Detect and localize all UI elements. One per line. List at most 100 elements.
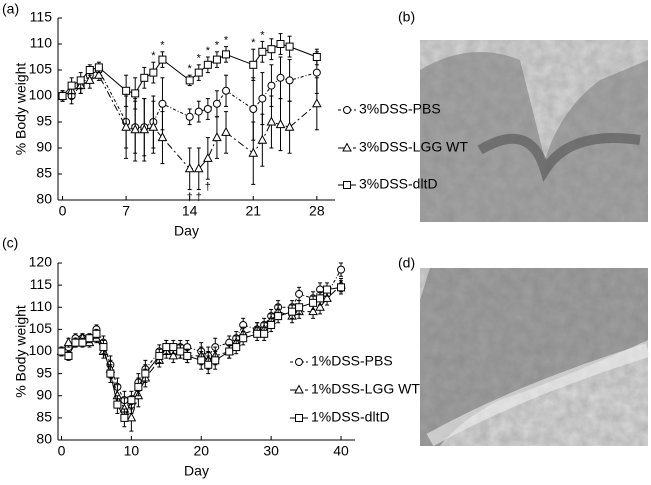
y-tick-label: 95 [36,113,52,129]
y-tick-label: 85 [36,165,52,181]
annotation: * [151,50,156,62]
point [212,132,222,142]
point [249,105,258,113]
point [176,347,185,356]
point [84,74,95,84]
point [315,301,325,311]
y-tick-label: 120 [29,254,53,270]
point [78,338,87,347]
point [106,369,115,378]
y-tick-label: 105 [29,320,53,336]
legend-symbol [294,384,304,394]
panel-label: (d) [398,255,415,271]
point [85,334,94,343]
annotation: * [224,35,229,47]
point [308,306,318,316]
point [121,121,131,131]
point [203,152,213,162]
point [162,343,171,352]
point [71,338,80,347]
point [131,89,140,98]
point [184,163,195,173]
x-tick-label: 28 [309,203,325,219]
y-tick-label: 110 [30,298,53,314]
point [194,107,203,116]
point [204,360,213,369]
point [203,105,212,113]
point [258,47,267,56]
legend-symbol [343,181,351,189]
point [276,73,285,82]
legend-label: 1%DSS-PBS [311,353,393,369]
point [232,343,241,352]
y-tick-label: 110 [30,35,53,51]
y-tick-label: 115 [30,9,53,25]
legend-label: 1%DSS-dltD [311,409,390,425]
x-axis-label: Day [184,463,209,479]
x-tick-label: 21 [245,203,261,219]
point [225,347,234,356]
y-tick-label: 90 [36,139,52,155]
point [193,163,204,173]
annotation: * [215,40,220,52]
point [157,132,168,142]
point [284,121,295,131]
point [197,356,206,365]
y-tick-label: 100 [29,342,53,358]
point [94,69,104,79]
y-axis-label: % Body weight [13,305,29,398]
legend-symbol [295,358,303,366]
point [312,68,321,77]
point [274,312,283,321]
y-axis-label: % Body weight [13,63,29,156]
y-tick-label: 80 [36,431,52,447]
plot: 80 85 90 95 100 105 110 115 120 0 10 20 30 40 Day % Bod… [13,254,421,479]
x-tick-label: 30 [263,443,279,459]
x-tick-label: 20 [193,443,209,459]
point [130,124,141,134]
point [120,413,129,422]
point [288,307,297,316]
point [312,53,321,61]
point [221,126,231,136]
x-tick-label: 40 [333,443,349,459]
point [337,265,346,274]
x-axis-label: Day [174,223,199,239]
y-tick-label: 100 [29,87,53,103]
point [222,50,231,59]
point [76,76,85,85]
point [267,81,276,90]
point [337,283,346,292]
point [58,92,67,100]
point [122,86,131,95]
x-tick-label: 7 [122,203,130,219]
point [158,99,167,108]
legend-label: 3%DSS-PBS [359,101,441,117]
point [140,73,149,82]
point [149,68,158,77]
point [64,351,73,360]
annotation: * [251,37,256,49]
point [260,329,269,338]
point [185,76,194,85]
legend-symbol [342,142,352,152]
point [285,76,294,85]
point [148,121,159,131]
point [194,68,203,77]
legend-symbol [343,106,351,114]
point [212,99,221,108]
point [203,60,212,69]
annotation: * [188,63,193,75]
point [323,285,332,294]
point [309,298,318,307]
point [249,60,258,69]
x-tick-label: 0 [59,203,67,219]
legend-label: 3%DSS-LGG WT [359,139,468,155]
point [248,147,259,157]
annotation: † [187,192,193,204]
point [169,343,178,352]
plot: 80 85 90 95 100 105 110 115 0 7 14 21 28 Day % Body we… [13,9,469,239]
y-tick-label: 95 [36,364,52,380]
